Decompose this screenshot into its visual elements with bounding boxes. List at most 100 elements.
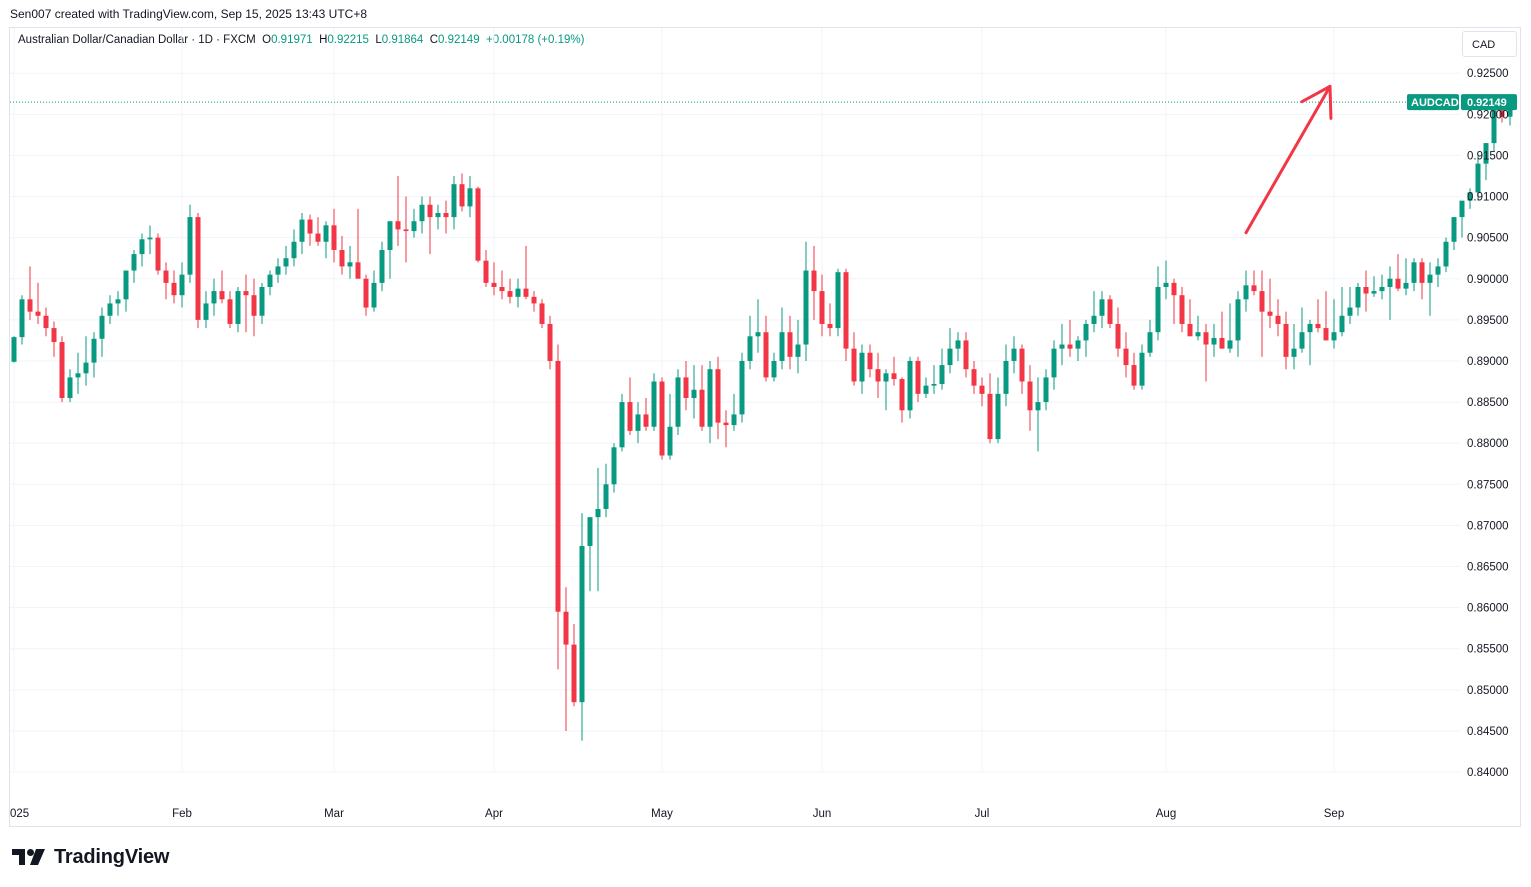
candle-body	[787, 332, 793, 357]
candle-body	[611, 447, 617, 485]
candle-body	[1011, 348, 1017, 361]
candle-body	[259, 286, 265, 316]
candle	[1027, 365, 1033, 431]
candle-body	[1091, 315, 1097, 324]
candle-body	[619, 402, 625, 448]
arrow-head	[1300, 84, 1333, 120]
candle	[435, 204, 441, 230]
candle	[1211, 323, 1217, 357]
price-tag-value-bg	[1461, 94, 1517, 111]
candle-body	[91, 338, 97, 363]
candle-body	[635, 414, 641, 431]
y-tick-label: 0.88000	[1467, 438, 1509, 450]
candle	[715, 356, 721, 440]
candle-body	[275, 266, 281, 275]
candle-body	[571, 644, 577, 703]
candle-body	[339, 249, 345, 267]
candle	[579, 513, 585, 741]
candle-body	[467, 188, 473, 207]
candle	[179, 262, 185, 308]
candle-body	[1403, 282, 1409, 289]
candle	[1411, 258, 1417, 292]
candle-body	[539, 303, 545, 324]
candle-body	[963, 340, 969, 370]
y-tick-label: 0.90000	[1467, 274, 1509, 286]
candle-body	[347, 262, 353, 267]
candle	[763, 315, 769, 382]
candle-body	[587, 517, 593, 546]
candle-body	[939, 365, 945, 384]
candle	[243, 274, 249, 333]
candle-body	[747, 336, 753, 361]
tradingview-logo[interactable]: TradingView	[12, 845, 169, 869]
open-label: O	[262, 34, 272, 46]
candle	[851, 332, 857, 386]
candle-body	[1115, 323, 1121, 349]
candle	[339, 236, 345, 275]
candle-body	[851, 348, 857, 382]
candle-body	[1283, 323, 1289, 357]
candle-body	[411, 221, 417, 232]
candle	[1379, 274, 1385, 300]
candle	[283, 245, 289, 275]
candle-body	[1195, 332, 1201, 337]
candle	[515, 278, 521, 308]
candle-body	[371, 282, 377, 308]
candle-body	[323, 225, 329, 242]
candle	[1163, 260, 1169, 300]
high-label: H	[319, 34, 328, 46]
candle-body	[707, 369, 713, 427]
candle-body	[139, 239, 145, 255]
candle	[611, 443, 617, 493]
candle-body	[683, 377, 689, 398]
candle	[595, 467, 601, 592]
candle	[499, 270, 505, 300]
candle	[1259, 270, 1265, 357]
candle-body	[1315, 323, 1321, 329]
candle	[115, 291, 121, 316]
candle-body	[1003, 360, 1009, 394]
candle-body	[187, 217, 193, 275]
candle-body	[251, 295, 257, 316]
candle	[411, 208, 417, 238]
close-value: 0.92149	[438, 34, 480, 46]
candle-body	[475, 188, 481, 261]
x-tick-label: Jun	[813, 808, 832, 820]
candle-body	[1355, 286, 1361, 308]
candle	[1155, 266, 1161, 341]
candle	[699, 365, 705, 431]
candle	[203, 291, 209, 329]
candle	[1475, 155, 1481, 201]
candle	[1083, 319, 1089, 357]
last-price-tag: AUDCAD 0.92149	[1407, 94, 1517, 111]
time-axis: 025 Feb Mar Apr May Jun Jul Aug Sep	[10, 808, 1344, 820]
candle	[299, 212, 305, 255]
candle	[843, 268, 849, 361]
candle-body	[595, 508, 601, 518]
candle	[635, 402, 641, 444]
candle-body	[107, 303, 113, 316]
candle	[107, 295, 113, 324]
candle	[907, 356, 913, 419]
candle-body	[1499, 110, 1505, 117]
symbol-description[interactable]: Australian Dollar/Canadian Dollar · 1D ·…	[18, 34, 256, 46]
candle	[875, 352, 881, 398]
candle	[251, 278, 257, 337]
candle	[1451, 217, 1457, 250]
candle-body	[779, 332, 785, 361]
candle	[939, 348, 945, 390]
candle-body	[843, 272, 849, 349]
x-tick-label: Apr	[485, 808, 503, 820]
high-value: 0.92215	[327, 34, 369, 46]
candle-body	[1371, 291, 1377, 294]
candle	[1059, 323, 1065, 366]
candle	[1115, 307, 1121, 357]
candle-body	[155, 237, 161, 271]
candle-body	[395, 221, 401, 230]
candle-body	[499, 286, 505, 292]
y-tick-label: 0.85500	[1467, 644, 1509, 656]
currency-button[interactable]: CAD	[1462, 31, 1517, 57]
chart-credit: Sen007 created with TradingView.com, Sep…	[10, 7, 368, 21]
candle-body	[283, 258, 289, 267]
